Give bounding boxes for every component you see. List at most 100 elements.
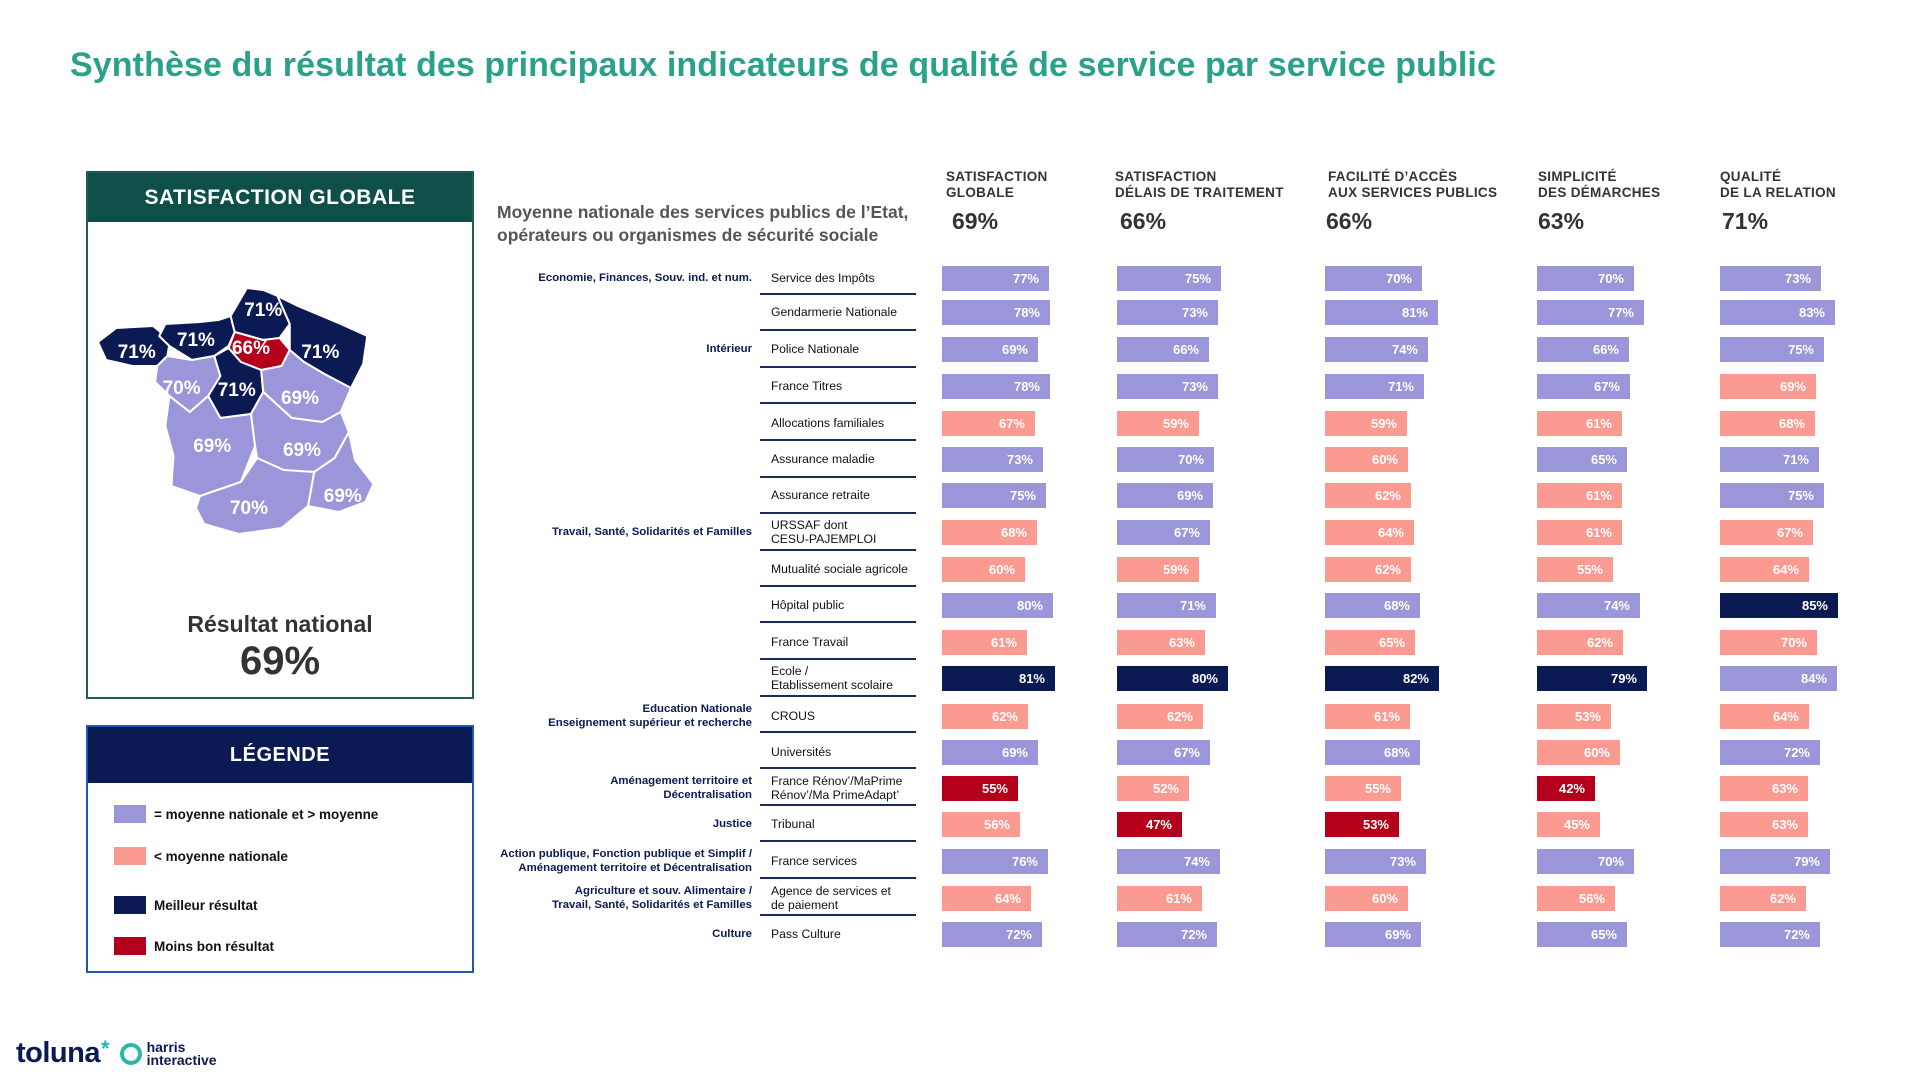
legend-swatch-worst bbox=[114, 937, 146, 955]
row-divider bbox=[760, 731, 916, 733]
service-name: France services bbox=[771, 845, 917, 877]
row-divider bbox=[760, 621, 916, 623]
map-region-value: 71% bbox=[218, 380, 256, 401]
map-region bbox=[164, 395, 257, 497]
bar: 63% bbox=[1117, 630, 1205, 655]
map-region-value: 71% bbox=[118, 342, 156, 363]
column-header-line: SIMPLICITÉ bbox=[1538, 169, 1617, 184]
service-name-text: Gendarmerie Nationale bbox=[771, 305, 897, 319]
service-name-line: CROUS bbox=[771, 709, 816, 723]
bar: 72% bbox=[1117, 922, 1217, 947]
service-name-text: Agence de services et de paiement bbox=[771, 884, 891, 912]
sector-label-line: Enseignement supérieur et recherche bbox=[548, 717, 752, 729]
satisfaction-globale-header: SATISFACTION GLOBALE bbox=[88, 173, 472, 222]
sector-label: Justice bbox=[713, 817, 752, 831]
bar: 77% bbox=[942, 266, 1049, 291]
bar: 74% bbox=[1537, 593, 1640, 618]
bar: 80% bbox=[942, 593, 1053, 618]
service-name-text: URSSAF dont CESU-PAJEMPLOI bbox=[771, 518, 876, 546]
map-region-value: 71% bbox=[244, 300, 282, 321]
service-name: Agence de services et de paiement bbox=[771, 882, 917, 914]
sector-label: Aménagement territoire et Décentralisatio… bbox=[610, 774, 752, 802]
bar: 68% bbox=[1325, 593, 1420, 618]
service-name-text: Assurance retraite bbox=[771, 488, 870, 502]
service-name: Pass Culture bbox=[771, 918, 917, 950]
service-name-line: URSSAF dont bbox=[771, 518, 848, 532]
bar: 74% bbox=[1117, 849, 1220, 874]
service-name-line: Ecole / bbox=[771, 664, 809, 678]
column-national-average: 66% bbox=[1326, 208, 1373, 234]
bar: 67% bbox=[1117, 740, 1210, 765]
bar: 85% bbox=[1720, 593, 1838, 618]
national-result-value: 69% bbox=[239, 639, 321, 683]
service-name-line: France Titres bbox=[771, 379, 843, 393]
bar: 45% bbox=[1537, 812, 1600, 837]
bar: 82% bbox=[1325, 666, 1439, 691]
service-name: France Travail bbox=[771, 626, 917, 658]
bar: 78% bbox=[942, 374, 1050, 399]
column-header-line: DE LA RELATION bbox=[1720, 185, 1836, 200]
service-name-text: CROUS bbox=[771, 709, 815, 723]
row-divider bbox=[760, 476, 916, 478]
logo-subtext-line: harris bbox=[146, 1038, 186, 1055]
row-divider bbox=[760, 293, 916, 295]
bar: 61% bbox=[1537, 483, 1622, 508]
bar: 64% bbox=[1720, 557, 1809, 582]
bar: 62% bbox=[1325, 557, 1411, 582]
legend-item-best: Meilleur résultat bbox=[114, 896, 258, 914]
column-national-average: 66% bbox=[1120, 208, 1167, 234]
row-divider bbox=[760, 767, 916, 769]
bar: 65% bbox=[1537, 447, 1627, 472]
france-region-map: 71% 71% 71% 66% 71% 70% 71% 69% 69% 69% 70% 69% bbox=[98, 287, 375, 535]
bar: 83% bbox=[1720, 300, 1835, 325]
column-header: SATISFACTION GLOBALE bbox=[946, 169, 1048, 201]
bar: 66% bbox=[1537, 337, 1629, 362]
service-name-text: Tribunal bbox=[771, 817, 815, 831]
service-name-line: Service des Impôts bbox=[771, 271, 875, 285]
bar: 70% bbox=[1537, 266, 1634, 291]
bar: 64% bbox=[942, 886, 1031, 911]
service-name-text: France Travail bbox=[771, 635, 848, 649]
service-name: Mutualité sociale agricole bbox=[771, 553, 917, 585]
service-name: Assurance maladie bbox=[771, 443, 917, 475]
service-name-text: Ecole / Etablissement scolaire bbox=[771, 664, 893, 692]
sector-label-line: Travail, Santé, Solidarités et Familles bbox=[551, 526, 752, 538]
sector-label-line: Culture bbox=[712, 928, 752, 940]
bar: 59% bbox=[1117, 557, 1199, 582]
service-name-line: Etablissement scolaire bbox=[771, 678, 893, 692]
service-name-line: France Travail bbox=[771, 635, 849, 649]
logo-subtext: harris interactive bbox=[146, 1038, 217, 1067]
bar: 73% bbox=[942, 447, 1043, 472]
bar: 71% bbox=[1720, 447, 1819, 472]
map-region-value: 71% bbox=[177, 330, 215, 351]
row-divider bbox=[760, 695, 916, 697]
bar: 55% bbox=[1325, 776, 1401, 801]
row-divider bbox=[760, 877, 916, 879]
bar: 55% bbox=[1537, 557, 1613, 582]
bar: 64% bbox=[1325, 520, 1414, 545]
legend-panel: LÉGENDE = moyenne nationale et > moyenne… bbox=[86, 725, 474, 973]
map-region-value: 66% bbox=[232, 338, 270, 359]
service-name-text: Universités bbox=[771, 745, 831, 759]
logo-wordmark: toluna bbox=[16, 1037, 101, 1069]
column-header-line: DÉLAIS DE TRAITEMENT bbox=[1115, 185, 1284, 200]
sector-label-line: Décentralisation bbox=[663, 789, 752, 801]
column-header: SIMPLICITÉ DES DÉMARCHES bbox=[1538, 169, 1660, 201]
bar: 79% bbox=[1720, 849, 1830, 874]
sector-label: Economie, Finances, Souv. ind. et num. bbox=[538, 271, 752, 285]
bar: 59% bbox=[1325, 411, 1407, 436]
sector-label-line: Justice bbox=[712, 818, 752, 830]
service-name-line: Agence de services et bbox=[771, 884, 891, 898]
intro-line: Moyenne nationale des services publics d… bbox=[497, 202, 909, 222]
row-divider bbox=[760, 439, 916, 441]
service-name-text: France services bbox=[771, 854, 857, 868]
service-name-line: de paiement bbox=[771, 898, 839, 912]
service-name: Service des Impôts bbox=[771, 262, 917, 294]
legend-label-worst: Moins bon résultat bbox=[154, 938, 275, 954]
bar: 79% bbox=[1537, 666, 1647, 691]
service-name-line: Mutualité sociale agricole bbox=[771, 562, 908, 576]
bar: 59% bbox=[1117, 411, 1199, 436]
service-name-text: Allocations familiales bbox=[771, 416, 884, 430]
sector-label: Action publique, Fonction publique et Si… bbox=[500, 847, 752, 875]
bar: 63% bbox=[1720, 812, 1808, 837]
